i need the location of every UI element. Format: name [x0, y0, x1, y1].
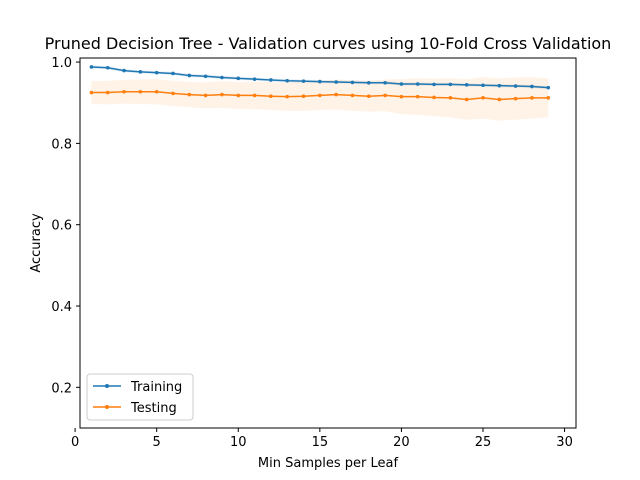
point-testing-5 — [154, 89, 159, 94]
x-tick-label-20: 20 — [393, 435, 410, 450]
point-training-26 — [497, 83, 502, 88]
x-tick-label-5: 5 — [153, 435, 161, 450]
point-testing-2 — [105, 90, 110, 95]
point-testing-9 — [220, 92, 224, 97]
point-training-23 — [448, 82, 453, 87]
y-tick-label-0.4: 0.4 — [51, 300, 72, 315]
y-tick-label-0.2: 0.2 — [51, 381, 72, 396]
point-testing-15 — [318, 93, 322, 98]
point-training-13 — [285, 78, 290, 83]
point-testing-22 — [432, 95, 436, 100]
legend-label-testing: Testing — [130, 401, 177, 416]
point-training-2 — [105, 65, 110, 70]
point-training-11 — [252, 77, 257, 81]
point-training-4 — [138, 70, 143, 74]
point-testing-6 — [171, 91, 175, 96]
point-training-12 — [269, 78, 273, 82]
point-testing-1 — [89, 90, 94, 95]
point-training-28 — [530, 84, 534, 89]
confidence-bands — [91, 65, 549, 121]
y-tick-label-0.8: 0.8 — [51, 137, 72, 152]
plot-frame — [79, 57, 577, 429]
band-testing — [91, 77, 549, 121]
x-tick-label-0: 0 — [71, 435, 79, 450]
point-training-8 — [203, 74, 208, 79]
point-testing-7 — [187, 92, 192, 97]
point-training-21 — [415, 82, 420, 86]
legend-label-training: Training — [130, 380, 182, 395]
point-testing-19 — [383, 93, 387, 98]
legend-marker-training — [105, 384, 109, 388]
point-testing-16 — [334, 92, 338, 97]
legend: Training Testing — [86, 373, 194, 421]
point-training-29 — [546, 85, 551, 90]
point-training-27 — [513, 84, 518, 88]
point-testing-4 — [138, 89, 143, 94]
point-testing-11 — [252, 93, 257, 98]
point-testing-8 — [203, 93, 208, 98]
point-training-20 — [399, 82, 404, 86]
point-testing-27 — [513, 96, 518, 101]
x-tick-label-30: 30 — [556, 435, 573, 450]
point-testing-3 — [122, 89, 126, 94]
point-training-5 — [154, 70, 159, 75]
point-training-14 — [301, 79, 306, 83]
y-axis-label: Accuracy — [29, 213, 44, 273]
point-testing-10 — [236, 93, 241, 98]
point-training-15 — [318, 79, 322, 84]
point-training-22 — [432, 82, 436, 87]
point-testing-23 — [448, 96, 453, 100]
y-tick-label-1: 1.0 — [51, 56, 72, 71]
x-axis-label: Min Samples per Leaf — [258, 456, 399, 471]
point-testing-13 — [285, 94, 290, 99]
x-tick-label-25: 25 — [475, 435, 492, 450]
point-training-17 — [350, 80, 355, 85]
point-testing-12 — [269, 94, 273, 99]
point-training-18 — [366, 81, 371, 85]
y-axis-ticks: 0.2 0.4 0.6 0.8 1.0 — [51, 56, 80, 396]
point-training-7 — [187, 73, 192, 78]
point-training-1 — [89, 65, 94, 69]
chart-title: Pruned Decision Tree - Validation curves… — [45, 34, 612, 53]
point-testing-29 — [546, 96, 551, 100]
point-testing-14 — [301, 94, 306, 99]
point-training-6 — [171, 71, 175, 76]
point-training-9 — [220, 75, 224, 80]
point-testing-21 — [415, 94, 420, 99]
point-testing-17 — [350, 93, 355, 98]
point-testing-18 — [366, 94, 371, 99]
y-tick-label-0.6: 0.6 — [51, 219, 72, 234]
point-training-3 — [122, 68, 126, 73]
point-training-16 — [334, 80, 338, 84]
point-testing-25 — [481, 96, 485, 100]
point-training-19 — [383, 81, 387, 85]
point-testing-26 — [497, 97, 502, 102]
series-points — [89, 65, 551, 102]
point-training-25 — [481, 83, 485, 88]
point-testing-20 — [399, 94, 404, 99]
legend-marker-testing — [105, 405, 109, 409]
x-tick-label-10: 10 — [230, 435, 247, 450]
point-testing-28 — [530, 96, 534, 100]
point-testing-24 — [464, 97, 469, 102]
x-tick-label-15: 15 — [312, 435, 329, 450]
x-axis-ticks: 0 5 10 15 20 25 30 — [71, 428, 573, 450]
point-training-24 — [464, 83, 469, 87]
point-training-10 — [236, 76, 241, 81]
